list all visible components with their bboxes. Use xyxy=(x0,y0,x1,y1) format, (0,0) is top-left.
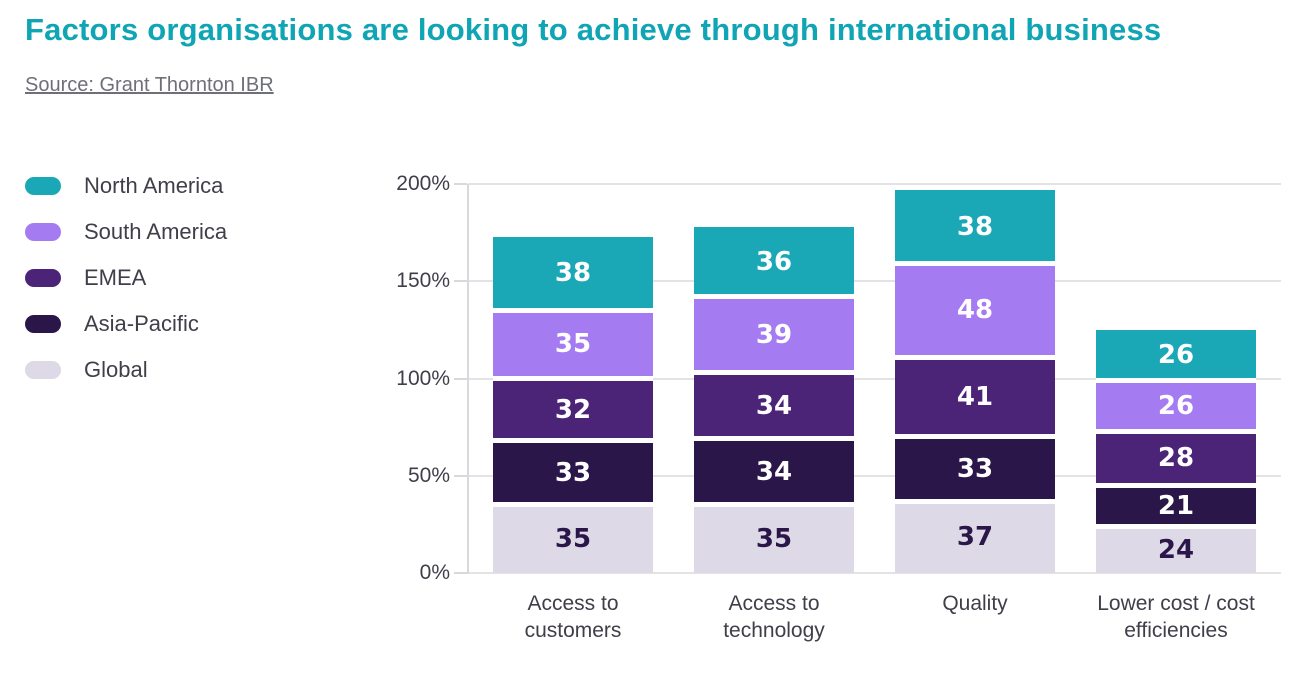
bar-segment xyxy=(1096,329,1256,381)
bar-segment xyxy=(895,501,1055,573)
segment-separator xyxy=(895,261,1055,267)
segment-separator xyxy=(895,354,1055,360)
bar-segment xyxy=(493,236,653,311)
bar-segment xyxy=(1096,526,1256,573)
legend-item: EMEA xyxy=(25,255,227,301)
bar-value-label: 26 xyxy=(1157,390,1195,421)
bar-value-label: 34 xyxy=(755,390,793,421)
bar-segment xyxy=(1096,380,1256,432)
legend-swatch-icon xyxy=(25,361,61,379)
category-label: Lower cost / cost efficiencies xyxy=(1097,592,1255,642)
legend-label: Global xyxy=(84,357,148,382)
segment-separator xyxy=(694,370,854,376)
gridline xyxy=(468,183,1281,185)
y-axis-tick xyxy=(454,474,467,477)
y-axis-tick xyxy=(454,280,467,283)
y-axis-tick xyxy=(454,183,467,185)
legend-label: Asia-Pacific xyxy=(84,311,199,336)
gridline xyxy=(468,572,1281,574)
bar-value-label: 35 xyxy=(755,523,793,554)
y-axis-label: 50% xyxy=(407,463,450,487)
bar-value-label: 38 xyxy=(554,258,592,289)
bar-value-label: 35 xyxy=(554,523,592,554)
bar-segment xyxy=(493,310,653,379)
legend-swatch-icon xyxy=(25,315,61,333)
bar-value-label: 38 xyxy=(956,211,994,242)
segment-separator xyxy=(694,502,854,508)
legend-item: North America xyxy=(25,163,227,209)
bar-value-label: 41 xyxy=(956,381,994,412)
segment-separator xyxy=(493,502,653,508)
bar-value-label: 28 xyxy=(1157,443,1195,474)
bar-value-label: 32 xyxy=(554,394,592,425)
legend-label: South America xyxy=(84,219,228,244)
y-axis-label: 200% xyxy=(396,172,450,195)
segment-separator xyxy=(694,294,854,300)
bar-segment xyxy=(895,357,1055,437)
bar-value-label: 48 xyxy=(956,295,994,326)
segment-separator xyxy=(1096,428,1256,434)
bar-segment xyxy=(694,438,854,505)
bar-value-label: 24 xyxy=(1157,534,1195,565)
legend-item: Global xyxy=(25,347,227,393)
bar-segment xyxy=(694,226,854,297)
segment-separator xyxy=(895,498,1055,504)
page-title: Factors organisations are looking to ach… xyxy=(25,12,1162,47)
bar-value-label: 33 xyxy=(956,453,994,484)
source-link[interactable]: Source: Grant Thornton IBR xyxy=(25,74,274,96)
stacked-bar-plot: 0% 50% 100% 150% 200% 35 33 32 35 38 Access to cus… xyxy=(396,172,1281,642)
bar-value-label: 26 xyxy=(1157,340,1195,371)
bar-value-label: 21 xyxy=(1157,490,1195,521)
bar-segment xyxy=(493,440,653,505)
segment-separator xyxy=(493,307,653,313)
y-axis-label: 0% xyxy=(419,561,450,584)
segment-separator xyxy=(1096,377,1256,383)
legend: North America South America EMEA Asia-Pacif… xyxy=(25,163,227,393)
category-label: Access to technology xyxy=(723,592,825,642)
segment-separator xyxy=(493,376,653,381)
bar-value-label: 35 xyxy=(554,329,592,360)
legend-swatch-icon xyxy=(25,269,61,287)
bar-segment xyxy=(895,436,1055,502)
bar-segment xyxy=(694,296,854,373)
bar-value-label: 37 xyxy=(956,522,994,553)
legend-item: South America xyxy=(25,209,227,255)
gridline xyxy=(468,377,1281,380)
gridline xyxy=(468,474,1281,477)
legend-swatch-icon xyxy=(25,177,61,195)
segment-separator xyxy=(895,434,1055,440)
bar-segment xyxy=(493,504,653,573)
bar-segment xyxy=(1096,485,1256,527)
legend-item: Asia-Pacific xyxy=(25,301,227,347)
y-axis-label: 150% xyxy=(396,269,450,293)
legend-swatch-icon xyxy=(25,223,61,241)
bar-value-label: 34 xyxy=(755,456,793,487)
legend-label: EMEA xyxy=(84,265,147,290)
legend-label: North America xyxy=(84,173,224,198)
bar-segment xyxy=(493,378,653,441)
bar-segment xyxy=(694,372,854,439)
y-axis-line xyxy=(467,184,469,574)
y-axis-tick xyxy=(454,572,467,574)
y-axis-tick xyxy=(454,377,467,380)
segment-separator xyxy=(1096,482,1256,488)
segment-separator xyxy=(493,438,653,444)
y-axis-label: 100% xyxy=(396,366,450,390)
bar-value-label: 39 xyxy=(755,319,793,350)
segment-separator xyxy=(1096,523,1256,529)
bar-segment xyxy=(895,263,1055,358)
gridline xyxy=(468,280,1281,283)
bar-value-label: 33 xyxy=(554,457,592,488)
category-label: Quality xyxy=(942,592,1008,615)
bar-segment xyxy=(694,504,854,573)
bar-segment xyxy=(895,189,1055,264)
category-label: Access to customers xyxy=(524,592,622,642)
bar-segment xyxy=(1096,431,1256,486)
bar-value-label: 36 xyxy=(755,246,793,277)
segment-separator xyxy=(694,436,854,442)
